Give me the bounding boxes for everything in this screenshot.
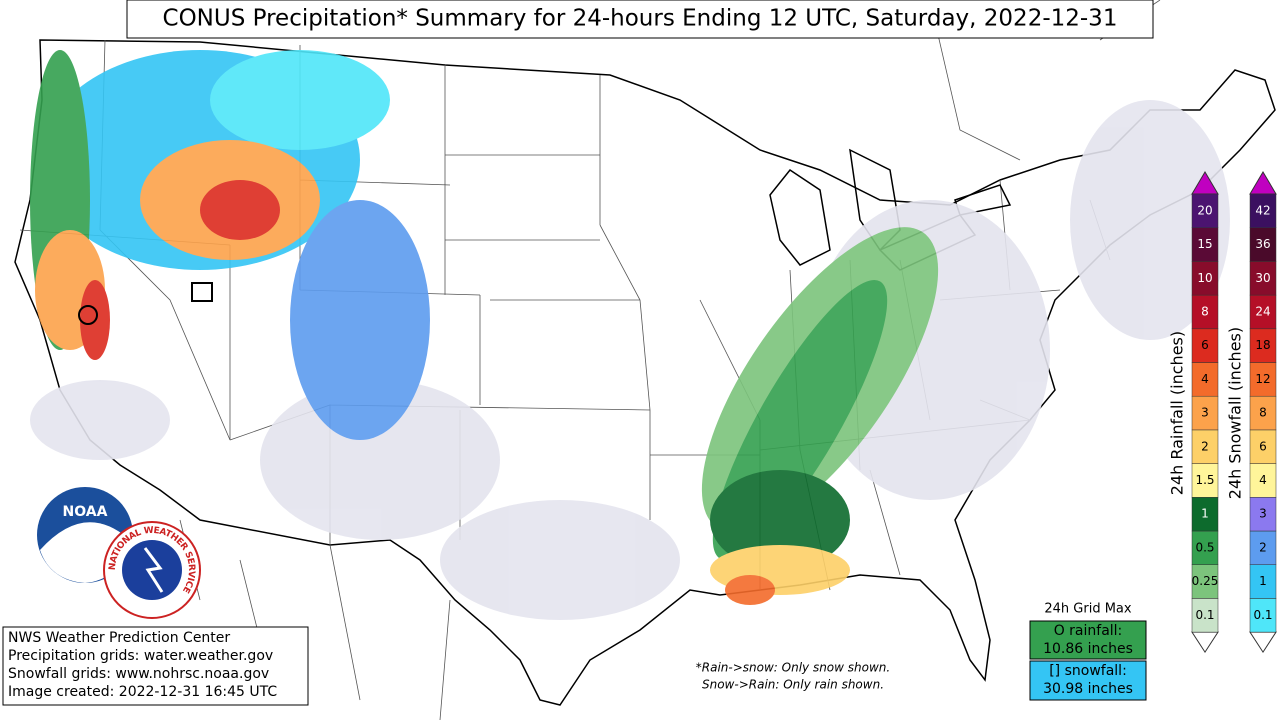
legend-swatch (1191, 429, 1219, 464)
legend-level: 15 (1197, 237, 1212, 251)
legend-swatch (1249, 598, 1277, 633)
notes: *Rain->snow: Only snow shown. Snow->Rain:… (696, 661, 890, 692)
legend-swatch (1249, 530, 1277, 565)
trace-area (440, 500, 680, 620)
legend-level: 1 (1259, 574, 1267, 588)
legend-level: 4 (1201, 372, 1209, 386)
legend-swatch (1249, 463, 1277, 498)
grid-max-title: 24h Grid Max (1044, 602, 1132, 617)
legend-level: 4 (1259, 473, 1267, 487)
title-box (126, 0, 1154, 39)
legend-swatch (1191, 261, 1219, 296)
noaa-text: NOAA (63, 504, 108, 520)
legend-level: 0.5 (1195, 540, 1214, 554)
legend-level: 0.25 (1192, 574, 1219, 588)
us-outline (14, 39, 1276, 706)
legend-level: 12 (1255, 372, 1270, 386)
legend-level: 2 (1259, 540, 1267, 554)
legend-level: 6 (1201, 338, 1209, 352)
legend-level: 24 (1255, 304, 1270, 318)
legend-bottom-arrow (1191, 631, 1219, 654)
rain-area (725, 575, 775, 605)
legend-level: 2 (1201, 439, 1209, 453)
legend-swatch (1191, 362, 1219, 397)
trace-area (1070, 100, 1230, 340)
credit-line: NWS Weather Prediction Center (8, 630, 230, 646)
title: CONUS Precipitation* Summary for 24-hour… (163, 6, 1118, 32)
precipitation (30, 50, 1230, 620)
legend-label: 24h Snowfall (inches) (1226, 327, 1245, 499)
snow-max-value: 30.98 inches (1043, 681, 1133, 697)
legend-level: 1 (1201, 507, 1209, 521)
credit-line: Precipitation grids: water.weather.gov (8, 648, 273, 664)
legend-level: 8 (1201, 304, 1209, 318)
legend-swatch (1191, 227, 1219, 262)
legend-swatch (1249, 193, 1277, 228)
legends: 0.1 0.25 0.5 1 1.5 2 3 4 6 8 10 15 20 24h Rainfall (i… (1168, 171, 1277, 654)
trace-area (30, 380, 170, 460)
legend-level: 1.5 (1195, 473, 1214, 487)
legend-level: 8 (1259, 406, 1267, 420)
legend-top-arrow (1249, 171, 1277, 195)
snow-max-label: [] snowfall: (1049, 663, 1127, 679)
legend-swatch (1191, 564, 1219, 599)
legend-swatch (1249, 227, 1277, 262)
credits-box (2, 626, 309, 706)
legend-swatch (1191, 395, 1219, 431)
rain-max-label: O rainfall: (1054, 623, 1123, 639)
snow-area (200, 180, 280, 240)
legend-swatch (1191, 294, 1219, 330)
snow-area (210, 50, 390, 150)
note-line: Snow->Rain: Only rain shown. (702, 678, 884, 692)
snow-max-marker (191, 282, 213, 302)
rain-area (710, 470, 850, 570)
rain-max-box (1029, 620, 1147, 660)
legend-swatch (1249, 429, 1277, 464)
legend-swatch (1191, 497, 1219, 532)
snow-max-box (1029, 660, 1147, 701)
trace-area (260, 380, 500, 540)
note-line: *Rain->snow: Only snow shown. (696, 661, 890, 675)
legend-swatch (1191, 530, 1219, 565)
legend-swatch (1249, 328, 1277, 363)
credits: NWS Weather Prediction Center Precipitati… (8, 630, 277, 700)
legend-swatch (1249, 564, 1277, 599)
legend-swatch (1249, 497, 1277, 532)
legend-level: 10 (1197, 271, 1212, 285)
legend-label: 24h Rainfall (inches) (1168, 331, 1187, 495)
legend-level: 3 (1201, 406, 1209, 420)
legend-level: 36 (1255, 237, 1270, 251)
legend-level: 42 (1255, 203, 1270, 217)
legend-swatch (1249, 294, 1277, 330)
legend-level: 0.1 (1253, 608, 1272, 622)
legend-swatch (1191, 463, 1219, 498)
credit-line: Image created: 2022-12-31 16:45 UTC (8, 684, 277, 700)
rain-max-value: 10.86 inches (1043, 641, 1133, 657)
nws-bolt (143, 547, 164, 593)
legend-level: 0.1 (1195, 608, 1214, 622)
legend-level: 3 (1259, 507, 1267, 521)
legend-level: 6 (1259, 439, 1267, 453)
legend-swatch (1191, 328, 1219, 363)
legend-level: 20 (1197, 203, 1212, 217)
legend-level: 18 (1255, 338, 1270, 352)
legend-level: 30 (1255, 271, 1270, 285)
rain-max-marker (78, 305, 98, 325)
nws-logo: NATIONAL WEATHER SERVICE (103, 521, 201, 619)
legend-bottom-arrow (1249, 631, 1277, 654)
legend-swatch (1249, 261, 1277, 296)
legend-swatch (1191, 193, 1219, 228)
snow-area (290, 200, 430, 440)
credit-line: Snowfall grids: www.nohrsc.noaa.gov (8, 666, 269, 682)
